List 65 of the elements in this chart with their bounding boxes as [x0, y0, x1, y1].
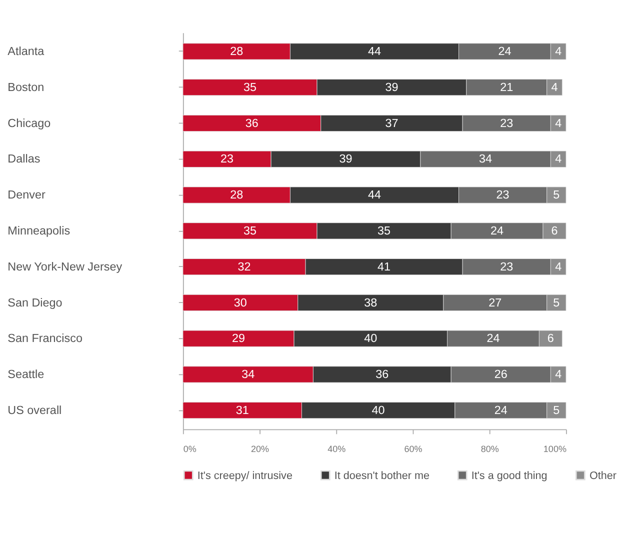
data-label: 4 — [555, 368, 562, 382]
y-tick-label: Boston — [8, 80, 44, 94]
x-tick-label: 80% — [480, 444, 499, 454]
y-tick-label: San Francisco — [8, 332, 83, 346]
data-label: 34 — [479, 152, 493, 166]
data-label: 26 — [494, 368, 508, 382]
data-label: 32 — [238, 260, 251, 274]
data-label: 34 — [242, 368, 256, 382]
data-label: 23 — [220, 152, 234, 166]
y-tick-label: New York-New Jersey — [8, 260, 122, 274]
data-label: 44 — [368, 45, 382, 58]
data-label: 23 — [500, 260, 514, 274]
data-label: 4 — [555, 260, 562, 274]
legend-label: It doesn't bother me — [334, 470, 430, 482]
data-label: 4 — [555, 152, 562, 166]
data-label: 35 — [378, 224, 392, 238]
data-label: 28 — [230, 45, 244, 58]
y-tick-label: Minneapolis — [8, 224, 70, 238]
y-tick-label: Seattle — [8, 368, 44, 382]
data-label: 31 — [236, 404, 249, 417]
y-tick-label: Chicago — [8, 116, 52, 130]
data-label: 4 — [555, 45, 562, 58]
legend-label: It's creepy/ intrusive — [197, 470, 292, 482]
y-tick-label: US overall — [8, 404, 62, 417]
data-label: 24 — [498, 45, 512, 58]
data-label: 24 — [490, 224, 504, 238]
x-tick-label: 0% — [183, 444, 196, 454]
y-tick-label: Dallas — [8, 152, 40, 166]
data-label: 35 — [243, 224, 257, 238]
data-label: 23 — [496, 188, 510, 202]
data-label: 24 — [494, 404, 508, 417]
data-label: 5 — [553, 188, 560, 202]
data-label: 6 — [551, 224, 558, 238]
data-label: 4 — [551, 80, 558, 94]
data-label: 5 — [553, 404, 560, 417]
data-label: 40 — [372, 404, 386, 417]
x-tick-label: 100% — [543, 444, 566, 454]
x-tick-label: 40% — [328, 444, 346, 454]
data-label: 36 — [376, 368, 389, 382]
y-tick-label: Atlanta — [8, 45, 45, 58]
x-tick-label: 20% — [251, 444, 270, 454]
data-label: 39 — [385, 80, 398, 94]
data-label: 23 — [500, 116, 514, 130]
data-label: 27 — [488, 296, 502, 310]
data-label: 4 — [555, 116, 562, 130]
data-label: 24 — [486, 332, 500, 346]
data-label: 5 — [553, 296, 560, 310]
data-label: 36 — [245, 116, 258, 130]
data-label: 44 — [368, 188, 382, 202]
data-label: 38 — [364, 296, 378, 310]
data-label: 28 — [230, 188, 244, 202]
data-label: 39 — [339, 152, 352, 166]
data-label: 21 — [500, 80, 514, 94]
data-label: 41 — [378, 260, 391, 274]
legend-label: It's a good thing — [471, 470, 548, 482]
data-label: 40 — [364, 332, 378, 346]
data-label: 29 — [232, 332, 246, 346]
data-label: 35 — [243, 80, 257, 94]
x-tick-label: 60% — [404, 444, 422, 454]
y-tick-label: San Diego — [8, 296, 63, 310]
y-tick-label: Denver — [8, 188, 46, 202]
data-label: 37 — [385, 116, 398, 130]
legend-label: Other — [589, 470, 617, 482]
data-label: 30 — [234, 296, 248, 310]
data-label: 6 — [547, 332, 554, 346]
